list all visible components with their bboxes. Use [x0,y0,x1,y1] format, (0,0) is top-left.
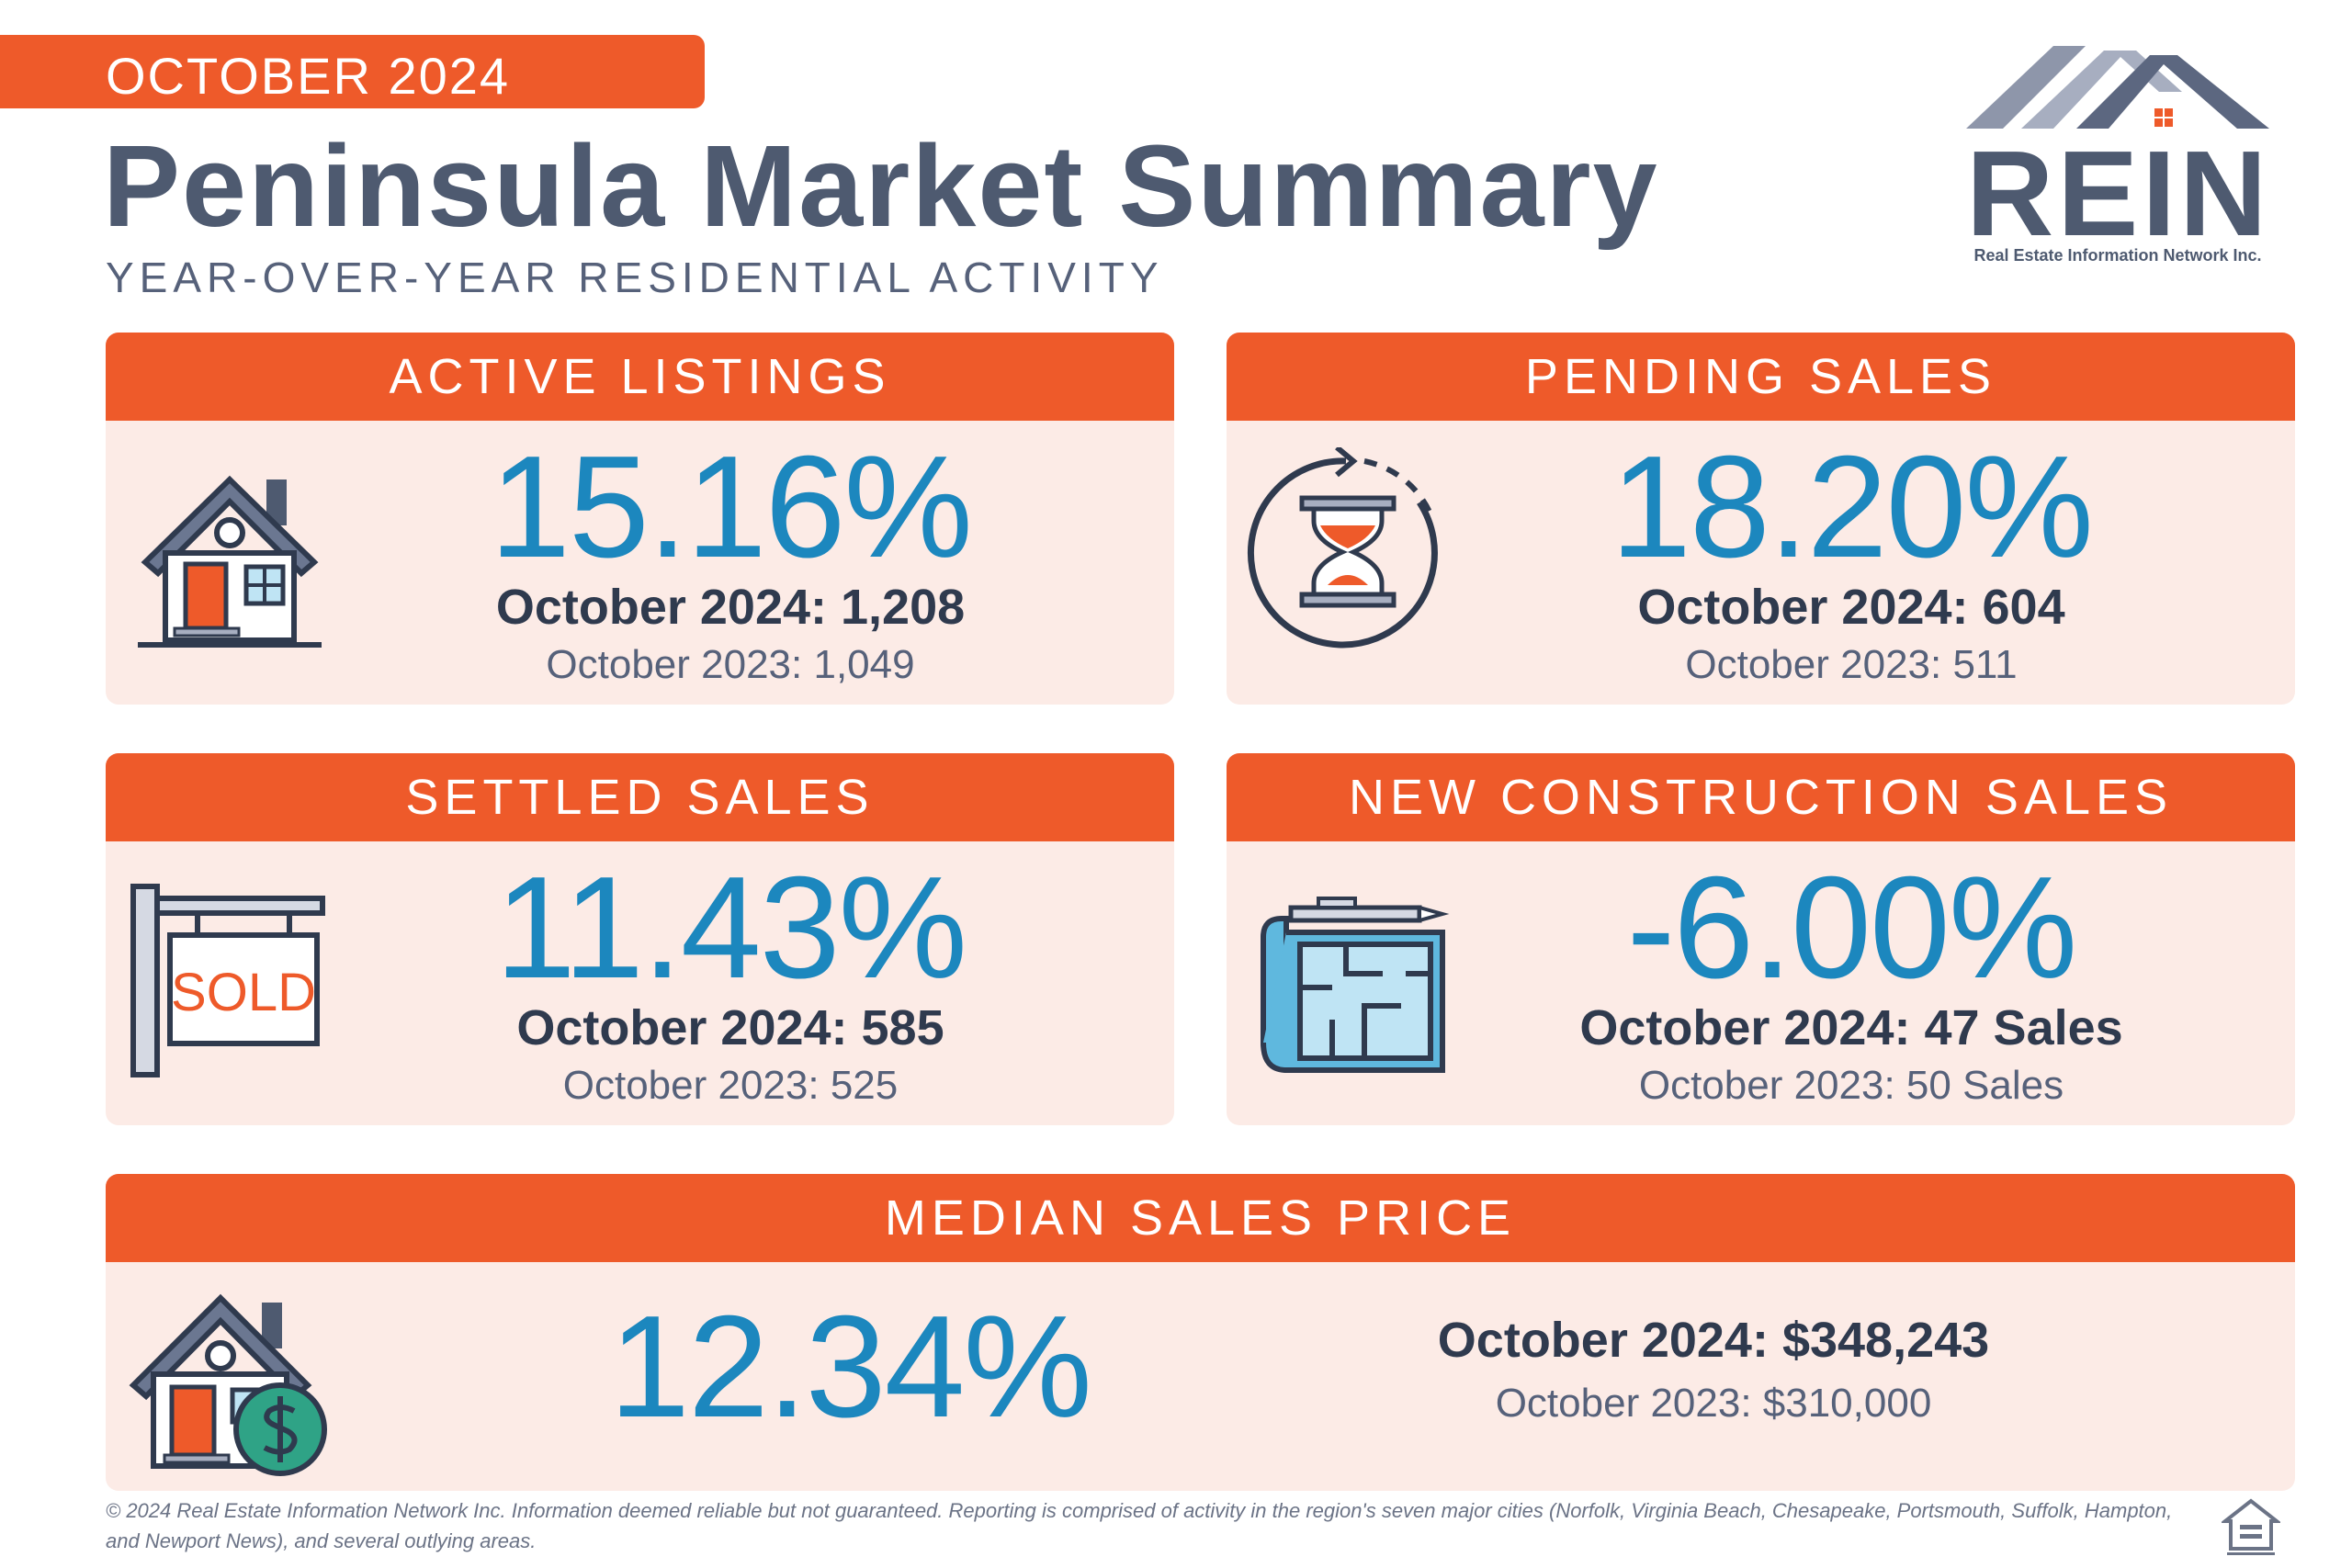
month-tag-label: OCTOBER 2024 [106,47,511,105]
active-listings-card: ACTIVE LISTINGS 15.16% October 2024: 1,2… [106,333,1174,705]
settled-sales-percent: 11.43% [494,847,967,1009]
equal-housing-opportunity-icon [2222,1498,2280,1555]
sold-sign-icon: SOLD [130,884,325,1077]
pending-sales-title: PENDING SALES [1227,333,2295,421]
blueprint-icon [1261,897,1450,1073]
pending-sales-card: PENDING SALES 18.20% October 2024: 604 O… [1227,333,2295,705]
house-icon [138,475,322,648]
pending-sales-previous: October 2023: 511 [1685,642,2018,687]
pending-sales-current: October 2024: 604 [1637,580,2065,635]
page-subtitle: YEAR-OVER-YEAR RESIDENTIAL ACTIVITY [106,254,1164,301]
median-price-title: MEDIAN SALES PRICE [106,1174,2295,1262]
rein-logo-roof-icon [1966,46,2269,129]
settled-sales-card: SETTLED SALES SOLD 11.43% October 2024: … [106,753,1174,1125]
month-tag: OCTOBER 2024 [0,35,705,108]
footer-disclaimer: © 2024 Real Estate Information Network I… [106,1499,2173,1552]
median-price-previous: October 2023: $310,000 [1495,1381,1932,1426]
new-construction-percent: -6.00% [1626,847,2078,1009]
median-price-card: MEDIAN SALES PRICE 12.34% October 2024: … [106,1174,2295,1491]
median-price-current: October 2024: $348,243 [1437,1313,1990,1368]
new-construction-current: October 2024: 47 Sales [1579,1000,2123,1055]
settled-sales-title: SETTLED SALES [106,753,1174,841]
pending-sales-percent: 18.20% [1611,426,2094,588]
active-listings-title: ACTIVE LISTINGS [106,333,1174,421]
active-listings-current: October 2024: 1,208 [495,580,966,635]
sold-sign-text: SOLD [171,963,316,1022]
new-construction-card: NEW CONSTRUCTION SALES -6.00% October 20… [1227,753,2295,1125]
page-title: Peninsula Market Summary [103,121,1659,251]
active-listings-percent: 15.16% [490,426,973,588]
median-price-percent: 12.34% [609,1286,1092,1448]
house-dollar-icon [129,1293,327,1476]
new-construction-previous: October 2023: 50 Sales [1638,1063,2064,1108]
rein-logo-text: REIN [1966,126,2271,261]
settled-sales-current: October 2024: 585 [516,1000,944,1055]
hourglass-icon [1247,447,1438,649]
settled-sales-previous: October 2023: 525 [562,1063,899,1108]
rein-logo-tagline: Real Estate Information Network Inc. [1973,246,2262,265]
new-construction-title: NEW CONSTRUCTION SALES [1227,753,2295,841]
active-listings-previous: October 2023: 1,049 [546,642,915,687]
